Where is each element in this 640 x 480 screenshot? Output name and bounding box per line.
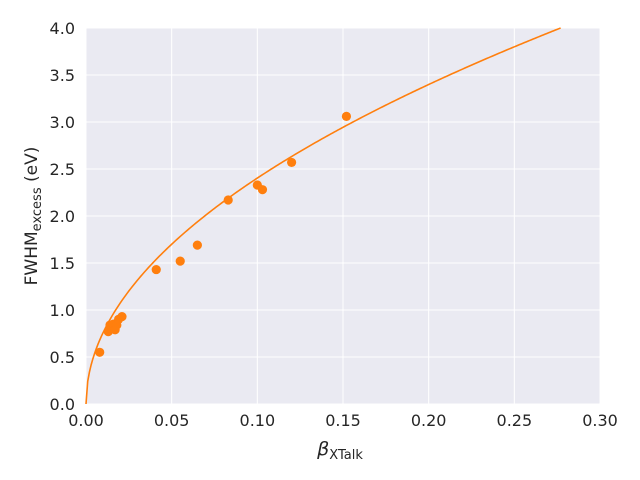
data-point	[151, 264, 161, 275]
data-point	[287, 157, 297, 168]
y-tick-label: 1.0	[50, 301, 75, 320]
x-tick-label: 0.05	[154, 411, 190, 430]
y-tick-label: 0.0	[50, 395, 75, 414]
data-point	[175, 256, 185, 266]
data-point	[95, 347, 105, 357]
y-axis-label: FWHMexcess (eV)	[22, 147, 45, 286]
data-points	[95, 111, 352, 357]
x-tick-label: 0.15	[325, 411, 361, 430]
x-tick-label: 0.25	[497, 411, 533, 430]
y-tick-labels: 0.0 0.5 1.0 1.5 2.0 2.5 3.0 3.5 4.0	[50, 19, 75, 414]
y-tick-label: 4.0	[50, 19, 75, 38]
x-tick-labels: 0.00 0.05 0.10 0.15 0.20 0.25 0.30	[68, 411, 618, 430]
y-tick-label: 3.5	[50, 66, 75, 85]
x-axis-label: βXTalk	[316, 438, 363, 463]
data-point	[257, 185, 268, 195]
x-axis-label-main: β	[316, 438, 329, 460]
y-tick-label: 3.0	[50, 113, 75, 132]
y-tick-label: 0.5	[50, 348, 75, 367]
y-axis-label-main: FWHM	[22, 231, 42, 285]
data-point	[223, 195, 233, 205]
x-tick-label: 0.20	[411, 411, 447, 430]
grid	[85, 27, 601, 405]
y-tick-label: 1.5	[50, 254, 75, 273]
fit-curve	[85, 27, 561, 405]
data-point	[192, 240, 202, 250]
data-point	[117, 311, 127, 322]
x-tick-label: 0.00	[68, 411, 104, 430]
y-axis-label-unit: (eV)	[22, 147, 42, 188]
y-tick-label: 2.0	[50, 207, 75, 226]
y-axis-label-sub: excess	[30, 187, 45, 231]
x-tick-label: 0.10	[240, 411, 276, 430]
data-point	[341, 111, 352, 121]
x-tick-label: 0.30	[582, 411, 618, 430]
y-tick-label: 2.5	[50, 160, 75, 179]
x-axis-label-sub: XTalk	[329, 448, 363, 463]
